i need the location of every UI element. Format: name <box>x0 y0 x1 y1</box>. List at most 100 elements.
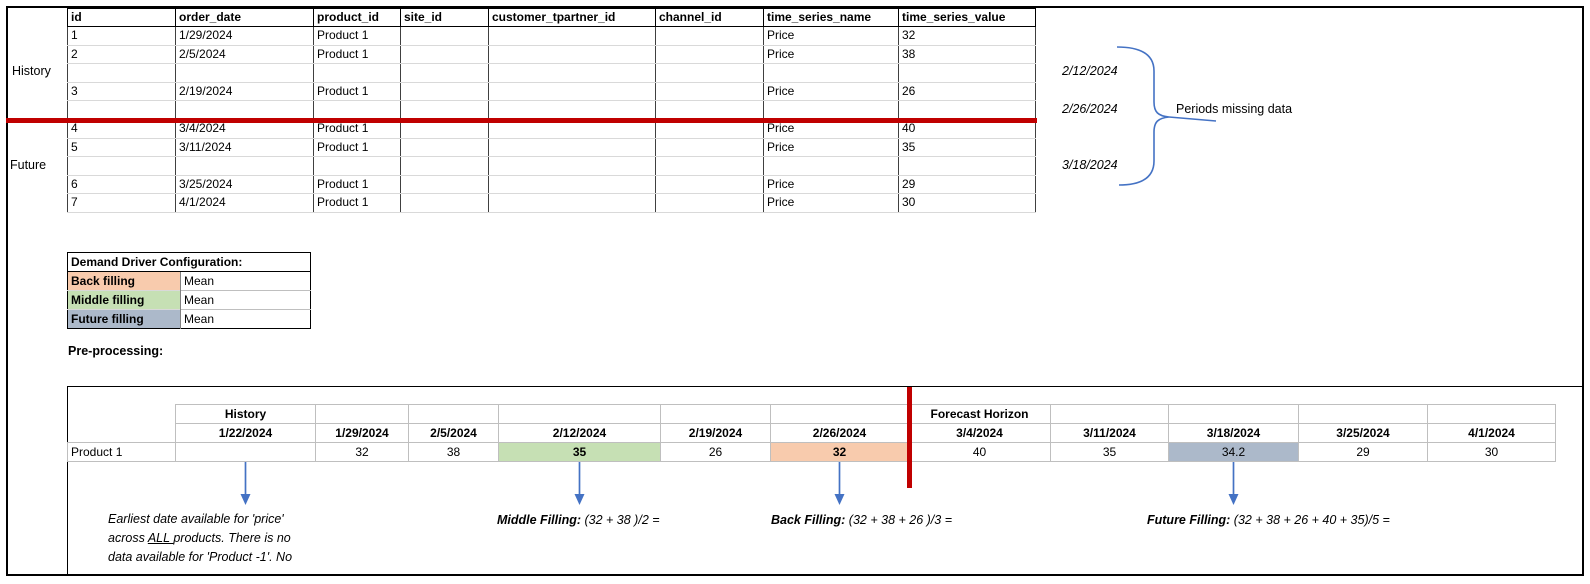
table-cell: Price <box>763 174 899 195</box>
table-cell: 38 <box>898 44 1036 65</box>
table-cell <box>655 81 764 102</box>
empty-cell <box>1168 404 1299 424</box>
table-row: 1 1/29/2024 Product 1 Price 32 <box>67 26 1036 46</box>
table-cell: 5 <box>67 137 176 158</box>
value-cell-2-5: 38 <box>408 442 499 462</box>
table-row <box>67 63 1036 83</box>
table-cell: Product 1 <box>313 193 401 213</box>
history-future-divider-line <box>6 118 1037 123</box>
table-cell <box>488 44 656 65</box>
down-arrow-icon <box>1228 462 1239 505</box>
date-column-header: 3/11/2024 <box>1050 423 1169 443</box>
table-cell: Price <box>763 26 899 46</box>
missing-date-1: 2/12/2024 <box>1062 64 1118 78</box>
table-cell <box>67 156 176 176</box>
table-cell <box>898 156 1036 176</box>
product-row-label: Product 1 <box>67 442 176 462</box>
table-cell: Product 1 <box>313 81 401 102</box>
middle-filling-label: Middle filling <box>67 290 181 310</box>
preprocessing-title: Pre-processing: <box>68 344 164 358</box>
down-arrow-icon <box>240 462 251 505</box>
table-cell <box>898 100 1036 120</box>
table-cell <box>175 156 314 176</box>
config-title-row: Demand Driver Configuration: <box>67 252 311 272</box>
empty-cell <box>1050 404 1169 424</box>
table-cell: Product 1 <box>313 26 401 46</box>
date-column-header: 2/26/2024 <box>770 423 909 443</box>
table-cell: 3/25/2024 <box>175 174 314 195</box>
table-cell: 32 <box>898 26 1036 46</box>
table-cell <box>655 44 764 65</box>
note-formula: (32 + 38 + 26 + 40 + 35)/5 = <box>1230 513 1390 527</box>
note-label: Middle Filling: <box>497 513 582 527</box>
table-cell: 29 <box>898 174 1036 195</box>
table-cell <box>488 137 656 158</box>
back-filling-value: Mean <box>180 271 311 291</box>
dates-header-row: 1/22/2024 1/29/2024 2/5/2024 2/12/2024 2… <box>68 423 1556 443</box>
table-row: 5 3/11/2024 Product 1 Price 35 <box>67 137 1036 158</box>
column-header-customer-tpartner-id: customer_tpartner_id <box>488 8 656 27</box>
history-section-label: History <box>12 64 51 78</box>
table-cell <box>313 100 401 120</box>
future-filled-value-cell: 34.2 <box>1168 442 1299 462</box>
table-cell <box>655 156 764 176</box>
down-arrow-icon <box>574 462 585 505</box>
column-header-order-date: order_date <box>175 8 314 27</box>
value-cell-3-11: 35 <box>1050 442 1169 462</box>
periods-missing-data-label: Periods missing data <box>1176 102 1293 116</box>
table-row <box>67 100 1036 120</box>
table-cell <box>313 63 401 83</box>
note-formula: (32 + 38 + 26 )/3 = <box>845 513 952 527</box>
config-row-back-filling: Back filling Mean <box>67 271 311 291</box>
missing-date-2: 2/26/2024 <box>1062 102 1118 116</box>
table-cell <box>400 137 489 158</box>
table-cell: 1 <box>67 26 176 46</box>
table-row <box>67 156 1036 176</box>
date-column-header: 2/5/2024 <box>408 423 499 443</box>
table-row: 7 4/1/2024 Product 1 Price 30 <box>67 193 1036 213</box>
earliest-date-note: Earliest date available for 'price' acro… <box>108 510 292 567</box>
date-column-header: 4/1/2024 <box>1427 423 1556 443</box>
back-filling-note: Back Filling: (32 + 38 + 26 )/3 = <box>771 511 952 530</box>
empty-cell <box>1427 404 1556 424</box>
table-cell <box>488 156 656 176</box>
input-data-table-grid: id order_date product_id site_id custome… <box>67 8 1036 213</box>
future-filling-label: Future filling <box>67 309 181 329</box>
middle-filling-value: Mean <box>180 290 311 310</box>
table-cell <box>488 100 656 120</box>
table-cell <box>400 156 489 176</box>
preprocessing-table: History Forecast Horizon 1/22/2024 1/29/… <box>67 404 1556 462</box>
value-cell-3-25: 29 <box>1298 442 1428 462</box>
column-header-time-series-value: time_series_value <box>898 8 1036 27</box>
date-column-header: 2/19/2024 <box>660 423 771 443</box>
column-header-channel-id: channel_id <box>655 8 764 27</box>
table-cell: 3 <box>67 81 176 102</box>
spacer-cell <box>68 424 176 443</box>
table-cell: 2/5/2024 <box>175 44 314 65</box>
table-cell <box>898 63 1036 83</box>
demand-driver-config-table: Demand Driver Configuration: Back fillin… <box>67 252 312 329</box>
future-filling-note: Future Filling: (32 + 38 + 26 + 40 + 35)… <box>1147 511 1390 530</box>
table-cell: Price <box>763 137 899 158</box>
table-cell <box>488 193 656 213</box>
table-cell: Price <box>763 81 899 102</box>
table-cell: 35 <box>898 137 1036 158</box>
forecast-horizon-group-header: Forecast Horizon <box>908 404 1051 424</box>
table-cell: Product 1 <box>313 174 401 195</box>
table-cell: Price <box>763 193 899 213</box>
column-header-id: id <box>67 8 176 27</box>
table-cell <box>763 100 899 120</box>
table-header-row: id order_date product_id site_id custome… <box>67 8 1036 27</box>
date-column-header: 3/25/2024 <box>1298 423 1428 443</box>
table-row: 6 3/25/2024 Product 1 Price 29 <box>67 174 1036 195</box>
group-header-row: History Forecast Horizon <box>68 404 1556 424</box>
table-cell <box>400 174 489 195</box>
note-formula: (32 + 38 )/2 = <box>581 513 660 527</box>
table-cell: 6 <box>67 174 176 195</box>
preprocessing-grid: History Forecast Horizon 1/22/2024 1/29/… <box>67 404 1556 462</box>
future-filling-value: Mean <box>180 309 311 329</box>
date-column-header: 3/18/2024 <box>1168 423 1299 443</box>
table-cell <box>655 193 764 213</box>
config-title: Demand Driver Configuration: <box>67 252 311 272</box>
table-cell <box>655 63 764 83</box>
